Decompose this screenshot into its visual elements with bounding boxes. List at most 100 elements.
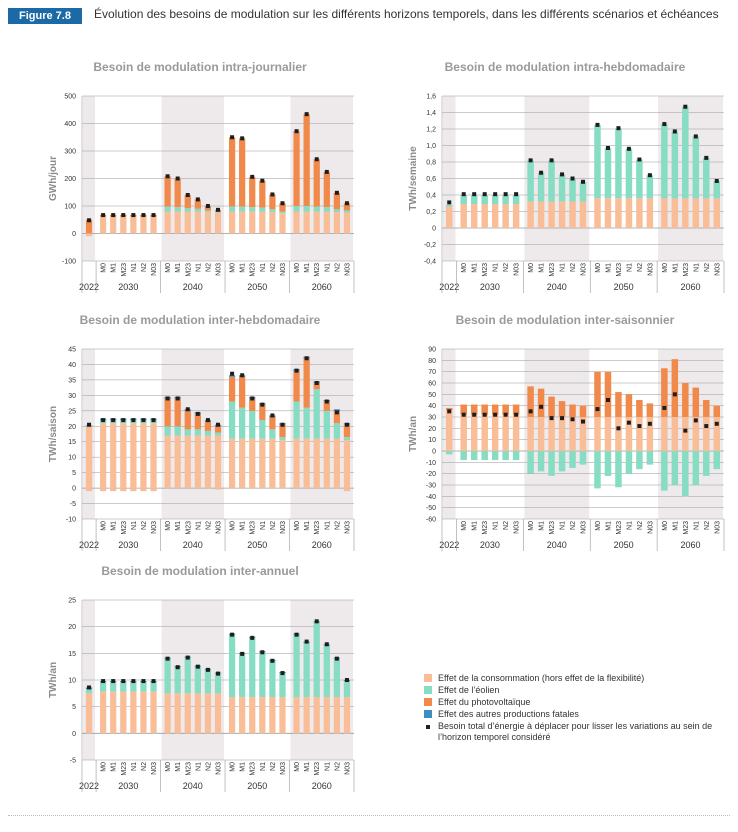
bar-segment-consommation <box>194 211 201 234</box>
bar-segment-pv <box>579 405 587 417</box>
besoin-marker <box>205 204 210 208</box>
bar-segment-consommation <box>279 440 286 489</box>
bar-segment-pv <box>682 383 689 417</box>
besoin-marker <box>324 642 329 647</box>
bar-segment-eolien <box>174 207 181 212</box>
besoin-marker <box>570 417 575 422</box>
y-tick-label: 0 <box>72 731 76 738</box>
group-label: 2022 <box>79 781 99 791</box>
bar-segment-consommation <box>194 693 201 734</box>
besoin-marker <box>121 679 126 684</box>
scenario-label: M1 <box>672 521 679 531</box>
scenario-label: N1 <box>626 263 633 272</box>
scenario-label: N03 <box>647 263 654 276</box>
bar-segment-eolien <box>594 451 601 489</box>
scenario-label: M1 <box>240 263 247 273</box>
bar-segment-eolien <box>279 211 286 214</box>
scenario-label: N2 <box>205 762 212 771</box>
group-label: 2050 <box>247 282 267 292</box>
bar-segment-eolien <box>615 451 622 488</box>
besoin-marker <box>472 412 477 417</box>
bar-segment-consommation <box>110 216 117 234</box>
bar-segment-consommation <box>249 211 256 234</box>
bar-segment-eolien <box>194 429 201 436</box>
y-tick-label: -0,4 <box>424 259 436 266</box>
bar-segment-consommation <box>692 198 700 228</box>
scenario-label: M0 <box>294 263 301 273</box>
besoin-marker <box>101 679 106 684</box>
chart-inter-saisonnier: -60-50-40-30-20-100102030405060708090TWh… <box>408 347 725 551</box>
bar-segment-eolien <box>661 124 668 199</box>
y-tick-label: -20 <box>426 471 436 478</box>
bar-segment-eolien <box>527 451 534 474</box>
bar-segment-eolien <box>204 430 212 436</box>
y-tick-label: -10 <box>66 517 76 524</box>
besoin-marker <box>314 381 319 385</box>
bar-segment-consommation <box>333 438 341 489</box>
bar-segment-consommation <box>313 211 320 234</box>
besoin-marker <box>714 178 719 183</box>
bar-segment-pv <box>239 376 246 408</box>
besoin-marker <box>101 213 106 218</box>
y-tick-label: 0 <box>72 486 76 493</box>
bar-segment-eolien <box>594 124 601 199</box>
bar-segment-eolien <box>343 210 351 213</box>
besoin-marker <box>605 398 610 402</box>
besoin-marker <box>280 201 285 206</box>
bar-segment-consommation <box>259 211 266 234</box>
bar-segment-pv <box>713 405 721 417</box>
bar-segment-consommation <box>445 206 453 228</box>
bar-segment-eolien <box>279 673 286 698</box>
bar-segment-eolien <box>491 195 499 205</box>
besoin-marker <box>472 192 477 197</box>
bar-segment-eolien <box>239 653 246 698</box>
bar-segment-consommation <box>558 417 566 451</box>
bar-segment-eolien <box>491 451 499 461</box>
bar-segment-eolien <box>333 423 341 439</box>
bar-segment-eolien <box>671 131 679 199</box>
scenario-label: N03 <box>647 521 654 534</box>
besoin-marker <box>175 396 180 401</box>
group-label: 2060 <box>681 282 701 292</box>
bar-segment-consommation <box>99 488 107 492</box>
group-label: 2022 <box>439 540 459 550</box>
bar-segment-consommation <box>184 693 191 734</box>
bar-segment-pv <box>279 203 286 212</box>
y-tick-label: 40 <box>68 362 76 369</box>
bar-segment-eolien <box>537 172 545 202</box>
bar-segment-eolien <box>671 451 679 485</box>
bar-segment-eolien <box>150 682 157 692</box>
besoin-marker <box>250 635 255 640</box>
scenario-label: N2 <box>570 521 577 530</box>
besoin-marker <box>514 412 519 417</box>
bar-segment-consommation <box>214 693 222 734</box>
besoin-marker <box>230 371 235 376</box>
besoin-marker <box>205 667 210 672</box>
bar-segment-eolien <box>636 159 643 199</box>
besoin-marker <box>683 428 688 433</box>
bar-segment-eolien <box>214 211 222 213</box>
bar-segment-pv <box>204 206 212 211</box>
scenario-label: M23 <box>185 263 192 277</box>
legend-marker <box>426 725 430 729</box>
bar-segment-consommation <box>343 488 351 492</box>
scenario-label: N1 <box>560 263 567 272</box>
besoin-marker <box>260 402 265 407</box>
bar-segment-consommation <box>293 211 300 234</box>
bar-segment-eolien <box>625 148 633 199</box>
panel-inter-hebdomadaire: Besoin de modulation inter-hebdomadaire … <box>40 313 360 553</box>
bar-segment-eolien <box>445 204 453 207</box>
bar-segment-consommation <box>85 233 93 237</box>
scenario-label: N03 <box>344 263 351 276</box>
besoin-marker <box>595 122 600 127</box>
y-tick-label: -100 <box>62 259 76 266</box>
bar-segment-consommation <box>99 423 107 489</box>
besoin-marker <box>461 412 466 417</box>
bar-segment-eolien <box>661 451 668 491</box>
bar-segment-consommation <box>343 440 351 489</box>
bar-segment-eolien <box>558 451 566 472</box>
bar-segment-eolien <box>682 106 689 199</box>
besoin-marker <box>549 416 554 421</box>
y-tick-label: 0 <box>432 449 436 456</box>
besoin-marker <box>216 671 220 676</box>
